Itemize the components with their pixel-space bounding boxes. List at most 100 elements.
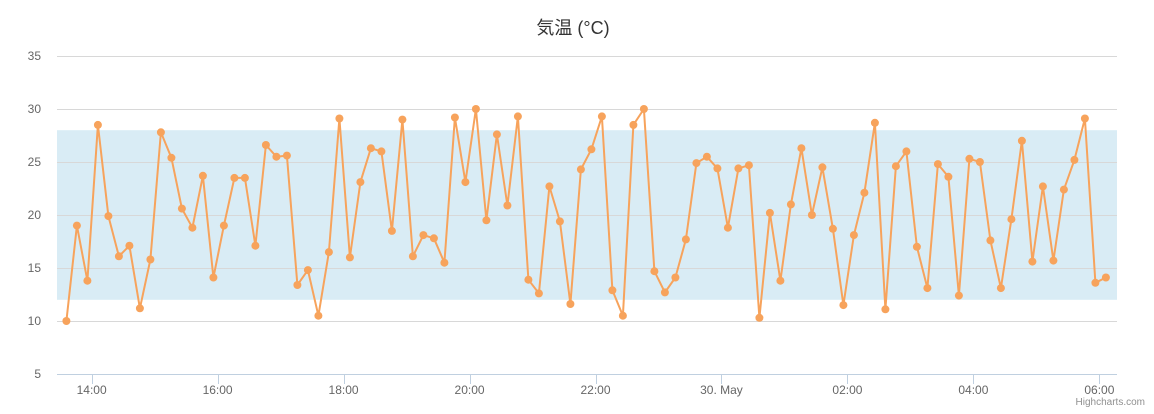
data-point[interactable] xyxy=(944,172,953,181)
data-point[interactable] xyxy=(755,313,764,322)
data-point[interactable] xyxy=(156,128,165,137)
data-point[interactable] xyxy=(1080,114,1089,123)
data-point[interactable] xyxy=(62,317,71,325)
data-point[interactable] xyxy=(566,300,575,308)
data-point[interactable] xyxy=(230,173,239,182)
data-point[interactable] xyxy=(398,115,407,124)
data-point[interactable] xyxy=(1101,273,1110,282)
data-point[interactable] xyxy=(744,161,753,170)
data-point[interactable] xyxy=(209,273,218,282)
data-point[interactable] xyxy=(471,105,480,113)
data-point[interactable] xyxy=(933,160,942,169)
series-layer[interactable] xyxy=(62,105,1110,325)
data-point[interactable] xyxy=(1038,182,1047,191)
data-point[interactable] xyxy=(891,162,900,171)
data-point[interactable] xyxy=(587,145,596,154)
data-point[interactable] xyxy=(608,286,617,295)
data-point[interactable] xyxy=(923,284,932,293)
data-point[interactable] xyxy=(251,241,260,250)
data-point[interactable] xyxy=(524,275,533,284)
data-point[interactable] xyxy=(902,147,911,156)
data-point[interactable] xyxy=(114,252,123,261)
data-point[interactable] xyxy=(629,120,638,129)
data-point[interactable] xyxy=(734,164,743,173)
data-point[interactable] xyxy=(797,144,806,153)
data-point[interactable] xyxy=(482,216,491,225)
data-point[interactable] xyxy=(503,201,512,210)
data-point[interactable] xyxy=(1017,136,1026,145)
data-point[interactable] xyxy=(881,305,890,314)
data-point[interactable] xyxy=(198,171,207,180)
data-point[interactable] xyxy=(534,289,543,298)
data-point[interactable] xyxy=(293,281,302,289)
data-point[interactable] xyxy=(314,311,323,320)
data-point[interactable] xyxy=(282,151,291,160)
data-point[interactable] xyxy=(807,211,816,219)
data-point[interactable] xyxy=(545,182,554,191)
data-point[interactable] xyxy=(440,258,449,267)
data-point[interactable] xyxy=(839,301,848,310)
data-point[interactable] xyxy=(692,159,701,168)
data-point[interactable] xyxy=(167,153,176,162)
credits-link[interactable]: Highcharts.com xyxy=(1076,397,1145,408)
data-point[interactable] xyxy=(1091,278,1100,287)
data-point[interactable] xyxy=(324,248,333,257)
data-point[interactable] xyxy=(639,105,648,113)
data-point[interactable] xyxy=(188,223,197,232)
data-point[interactable] xyxy=(650,267,659,276)
data-point[interactable] xyxy=(356,178,365,187)
data-point[interactable] xyxy=(240,173,249,182)
data-point[interactable] xyxy=(419,231,428,240)
data-point[interactable] xyxy=(1007,215,1016,224)
data-point[interactable] xyxy=(146,255,155,264)
data-point[interactable] xyxy=(723,223,732,232)
data-point[interactable] xyxy=(104,212,113,221)
data-point[interactable] xyxy=(660,288,669,297)
data-point[interactable] xyxy=(618,311,627,320)
data-point[interactable] xyxy=(93,120,102,129)
data-point[interactable] xyxy=(965,154,974,163)
data-point[interactable] xyxy=(177,204,186,213)
data-point[interactable] xyxy=(261,141,270,149)
data-point[interactable] xyxy=(377,147,386,156)
data-point[interactable] xyxy=(303,266,312,275)
data-point[interactable] xyxy=(828,224,837,233)
data-point[interactable] xyxy=(597,112,606,121)
data-point[interactable] xyxy=(135,304,144,313)
data-point[interactable] xyxy=(272,152,281,161)
data-point[interactable] xyxy=(1070,155,1079,164)
data-point[interactable] xyxy=(986,236,995,245)
data-point[interactable] xyxy=(765,208,774,217)
data-point[interactable] xyxy=(461,178,470,187)
data-point[interactable] xyxy=(713,164,722,173)
data-point[interactable] xyxy=(870,118,879,127)
data-point[interactable] xyxy=(849,231,858,240)
data-point[interactable] xyxy=(702,152,711,161)
data-point[interactable] xyxy=(429,234,438,243)
data-point[interactable] xyxy=(125,241,134,250)
data-point[interactable] xyxy=(1028,257,1037,266)
data-point[interactable] xyxy=(450,113,459,122)
data-point[interactable] xyxy=(408,252,417,261)
data-point[interactable] xyxy=(335,114,344,123)
data-point[interactable] xyxy=(1049,256,1058,265)
data-point[interactable] xyxy=(492,130,501,139)
data-point[interactable] xyxy=(671,273,680,282)
data-point[interactable] xyxy=(366,144,375,153)
data-point[interactable] xyxy=(912,242,921,251)
data-point[interactable] xyxy=(83,276,92,285)
data-point[interactable] xyxy=(776,276,785,285)
data-point[interactable] xyxy=(219,221,228,230)
data-point[interactable] xyxy=(860,188,869,197)
data-point[interactable] xyxy=(576,165,585,174)
data-point[interactable] xyxy=(975,158,984,166)
data-point[interactable] xyxy=(72,221,81,230)
data-point[interactable] xyxy=(818,163,827,172)
data-point[interactable] xyxy=(555,217,564,226)
data-point[interactable] xyxy=(387,226,396,235)
data-point[interactable] xyxy=(345,253,354,262)
data-point[interactable] xyxy=(996,284,1005,293)
data-point[interactable] xyxy=(954,291,963,300)
data-point[interactable] xyxy=(513,112,522,121)
data-point[interactable] xyxy=(681,235,690,244)
